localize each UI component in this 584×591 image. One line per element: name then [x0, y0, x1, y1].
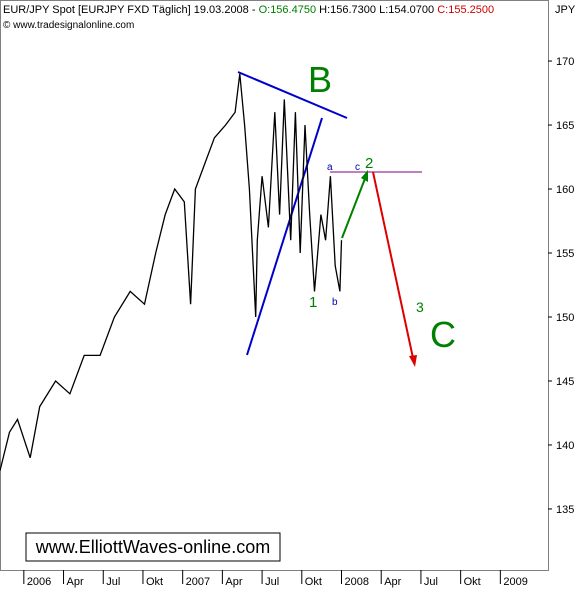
y-unit: JPY [555, 4, 576, 16]
open: O:156.4750 [259, 4, 317, 16]
arrow-head [361, 170, 368, 182]
y-tick-label: 160 [556, 184, 574, 196]
y-tick-label: 135 [556, 504, 574, 516]
high: H:156.7300 [319, 4, 376, 16]
trendline [237, 71, 348, 119]
price-line [0, 73, 343, 471]
wave-label: b [332, 297, 338, 308]
wave-label: 2 [365, 155, 373, 172]
y-tick-label: 170 [556, 56, 574, 68]
wave-label: 3 [416, 299, 424, 315]
wave-label: a [327, 162, 333, 173]
wave-label: 1 [309, 294, 317, 311]
wave-label: B [308, 59, 332, 100]
x-tick-label: 2009 [503, 576, 527, 588]
x-tick-label: 2007 [186, 576, 210, 588]
arrow-head [409, 355, 417, 367]
projection-arrow [372, 171, 414, 359]
x-tick-label: Jul [265, 576, 279, 588]
wave-label: c [355, 162, 360, 173]
instrument: EUR/JPY Spot [EURJPY FXD Täglich] 19.03.… [3, 4, 256, 16]
wave-label: C [430, 314, 456, 355]
close: C:155.2500 [437, 4, 494, 16]
x-tick-label: 2008 [345, 576, 369, 588]
y-tick-label: 145 [556, 376, 574, 388]
x-tick-label: Apr [67, 576, 84, 588]
x-tick-label: Jul [106, 576, 120, 588]
low: L:154.0700 [379, 4, 434, 16]
x-tick-label: Okt [146, 576, 163, 588]
trendline [246, 117, 323, 356]
watermark-box [25, 532, 281, 562]
x-tick-label: 2006 [27, 576, 51, 588]
y-tick-label: 150 [556, 312, 574, 324]
x-tick-label: Apr [225, 576, 242, 588]
y-tick-label: 165 [556, 120, 574, 132]
watermark: www.ElliottWaves-online.com [35, 537, 270, 557]
x-tick-label: Apr [384, 576, 401, 588]
x-tick-label: Jul [424, 576, 438, 588]
plot-area [0, 0, 549, 571]
x-tick-label: Okt [305, 576, 322, 588]
y-tick-label: 140 [556, 440, 574, 452]
projection-arrow [341, 175, 367, 239]
copyright: © www.tradesignalonline.com [3, 20, 134, 31]
y-tick-label: 155 [556, 248, 574, 260]
x-tick-label: Okt [464, 576, 481, 588]
header-line: EUR/JPY Spot [EURJPY FXD Täglich] 19.03.… [3, 4, 494, 16]
